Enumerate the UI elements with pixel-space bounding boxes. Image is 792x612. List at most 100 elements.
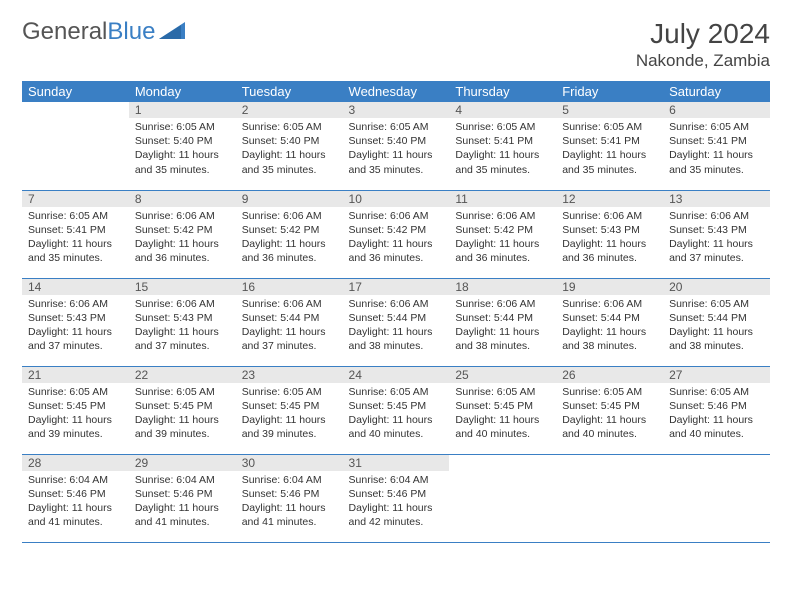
day-number: 5 <box>556 102 663 118</box>
day-content: Sunrise: 6:05 AMSunset: 5:45 PMDaylight:… <box>236 383 343 446</box>
sunset-text: Sunset: 5:44 PM <box>455 311 550 325</box>
daylight-text: Daylight: 11 hours and 35 minutes. <box>669 148 764 176</box>
calendar-body: .1Sunrise: 6:05 AMSunset: 5:40 PMDayligh… <box>22 102 770 542</box>
day-content: Sunrise: 6:05 AMSunset: 5:41 PMDaylight:… <box>449 118 556 181</box>
day-content: Sunrise: 6:04 AMSunset: 5:46 PMDaylight:… <box>22 471 129 534</box>
sunset-text: Sunset: 5:44 PM <box>562 311 657 325</box>
calendar-day-cell: 3Sunrise: 6:05 AMSunset: 5:40 PMDaylight… <box>343 102 450 190</box>
sunrise-text: Sunrise: 6:05 AM <box>135 120 230 134</box>
sunrise-text: Sunrise: 6:05 AM <box>669 120 764 134</box>
calendar-day-cell: 28Sunrise: 6:04 AMSunset: 5:46 PMDayligh… <box>22 454 129 542</box>
day-content: Sunrise: 6:06 AMSunset: 5:44 PMDaylight:… <box>236 295 343 358</box>
calendar-day-cell: 26Sunrise: 6:05 AMSunset: 5:45 PMDayligh… <box>556 366 663 454</box>
sunrise-text: Sunrise: 6:05 AM <box>455 385 550 399</box>
day-content: Sunrise: 6:04 AMSunset: 5:46 PMDaylight:… <box>236 471 343 534</box>
sunrise-text: Sunrise: 6:05 AM <box>562 385 657 399</box>
weekday-header: Saturday <box>663 81 770 102</box>
calendar-table: Sunday Monday Tuesday Wednesday Thursday… <box>22 81 770 543</box>
daylight-text: Daylight: 11 hours and 39 minutes. <box>242 413 337 441</box>
day-content: Sunrise: 6:04 AMSunset: 5:46 PMDaylight:… <box>129 471 236 534</box>
month-title: July 2024 <box>636 18 770 50</box>
logo-text-2: Blue <box>107 18 155 46</box>
sunset-text: Sunset: 5:42 PM <box>349 223 444 237</box>
calendar-day-cell: 23Sunrise: 6:05 AMSunset: 5:45 PMDayligh… <box>236 366 343 454</box>
sunset-text: Sunset: 5:42 PM <box>135 223 230 237</box>
calendar-day-cell: 18Sunrise: 6:06 AMSunset: 5:44 PMDayligh… <box>449 278 556 366</box>
day-content: Sunrise: 6:05 AMSunset: 5:41 PMDaylight:… <box>663 118 770 181</box>
sunrise-text: Sunrise: 6:05 AM <box>455 120 550 134</box>
calendar-day-cell: . <box>663 454 770 542</box>
day-content: Sunrise: 6:06 AMSunset: 5:42 PMDaylight:… <box>236 207 343 270</box>
sunrise-text: Sunrise: 6:06 AM <box>135 209 230 223</box>
day-content: Sunrise: 6:06 AMSunset: 5:43 PMDaylight:… <box>22 295 129 358</box>
day-content: Sunrise: 6:06 AMSunset: 5:44 PMDaylight:… <box>343 295 450 358</box>
daylight-text: Daylight: 11 hours and 38 minutes. <box>455 325 550 353</box>
daylight-text: Daylight: 11 hours and 42 minutes. <box>349 501 444 529</box>
logo-text-1: General <box>22 18 107 46</box>
sunset-text: Sunset: 5:46 PM <box>135 487 230 501</box>
calendar-day-cell: . <box>449 454 556 542</box>
sunrise-text: Sunrise: 6:04 AM <box>242 473 337 487</box>
calendar-day-cell: 22Sunrise: 6:05 AMSunset: 5:45 PMDayligh… <box>129 366 236 454</box>
calendar-day-cell: 15Sunrise: 6:06 AMSunset: 5:43 PMDayligh… <box>129 278 236 366</box>
daylight-text: Daylight: 11 hours and 38 minutes. <box>349 325 444 353</box>
daylight-text: Daylight: 11 hours and 38 minutes. <box>669 325 764 353</box>
day-content: Sunrise: 6:05 AMSunset: 5:41 PMDaylight:… <box>556 118 663 181</box>
sunset-text: Sunset: 5:43 PM <box>669 223 764 237</box>
daylight-text: Daylight: 11 hours and 35 minutes. <box>135 148 230 176</box>
daylight-text: Daylight: 11 hours and 35 minutes. <box>28 237 123 265</box>
sunrise-text: Sunrise: 6:06 AM <box>349 209 444 223</box>
sunset-text: Sunset: 5:40 PM <box>349 134 444 148</box>
day-content: Sunrise: 6:06 AMSunset: 5:43 PMDaylight:… <box>129 295 236 358</box>
daylight-text: Daylight: 11 hours and 39 minutes. <box>28 413 123 441</box>
day-number: 18 <box>449 279 556 295</box>
sunset-text: Sunset: 5:42 PM <box>242 223 337 237</box>
day-content: Sunrise: 6:05 AMSunset: 5:45 PMDaylight:… <box>22 383 129 446</box>
calendar-day-cell: 13Sunrise: 6:06 AMSunset: 5:43 PMDayligh… <box>663 190 770 278</box>
calendar-day-cell: 4Sunrise: 6:05 AMSunset: 5:41 PMDaylight… <box>449 102 556 190</box>
day-number: 24 <box>343 367 450 383</box>
sunrise-text: Sunrise: 6:06 AM <box>562 297 657 311</box>
daylight-text: Daylight: 11 hours and 40 minutes. <box>349 413 444 441</box>
calendar-day-cell: 24Sunrise: 6:05 AMSunset: 5:45 PMDayligh… <box>343 366 450 454</box>
day-content: Sunrise: 6:05 AMSunset: 5:45 PMDaylight:… <box>343 383 450 446</box>
daylight-text: Daylight: 11 hours and 35 minutes. <box>455 148 550 176</box>
weekday-header: Sunday <box>22 81 129 102</box>
day-number: 28 <box>22 455 129 471</box>
day-number: 2 <box>236 102 343 118</box>
sunrise-text: Sunrise: 6:04 AM <box>135 473 230 487</box>
sunrise-text: Sunrise: 6:06 AM <box>455 209 550 223</box>
sunset-text: Sunset: 5:43 PM <box>562 223 657 237</box>
sunset-text: Sunset: 5:43 PM <box>135 311 230 325</box>
daylight-text: Daylight: 11 hours and 40 minutes. <box>669 413 764 441</box>
daylight-text: Daylight: 11 hours and 39 minutes. <box>135 413 230 441</box>
calendar-week-row: 28Sunrise: 6:04 AMSunset: 5:46 PMDayligh… <box>22 454 770 542</box>
calendar-day-cell: 17Sunrise: 6:06 AMSunset: 5:44 PMDayligh… <box>343 278 450 366</box>
day-number: 23 <box>236 367 343 383</box>
calendar-day-cell: . <box>22 102 129 190</box>
day-number: 17 <box>343 279 450 295</box>
header: GeneralBlue July 2024 Nakonde, Zambia <box>22 18 770 71</box>
calendar-day-cell: 14Sunrise: 6:06 AMSunset: 5:43 PMDayligh… <box>22 278 129 366</box>
day-content: Sunrise: 6:05 AMSunset: 5:41 PMDaylight:… <box>22 207 129 270</box>
sunrise-text: Sunrise: 6:04 AM <box>349 473 444 487</box>
sunset-text: Sunset: 5:46 PM <box>669 399 764 413</box>
day-content: Sunrise: 6:06 AMSunset: 5:42 PMDaylight:… <box>449 207 556 270</box>
day-number: 13 <box>663 191 770 207</box>
day-content: Sunrise: 6:06 AMSunset: 5:42 PMDaylight:… <box>343 207 450 270</box>
sunset-text: Sunset: 5:45 PM <box>349 399 444 413</box>
daylight-text: Daylight: 11 hours and 41 minutes. <box>242 501 337 529</box>
calendar-week-row: .1Sunrise: 6:05 AMSunset: 5:40 PMDayligh… <box>22 102 770 190</box>
calendar-day-cell: 1Sunrise: 6:05 AMSunset: 5:40 PMDaylight… <box>129 102 236 190</box>
sunset-text: Sunset: 5:42 PM <box>455 223 550 237</box>
sunrise-text: Sunrise: 6:05 AM <box>28 209 123 223</box>
sunset-text: Sunset: 5:46 PM <box>242 487 337 501</box>
sunrise-text: Sunrise: 6:05 AM <box>669 297 764 311</box>
day-number: 6 <box>663 102 770 118</box>
calendar-day-cell: 6Sunrise: 6:05 AMSunset: 5:41 PMDaylight… <box>663 102 770 190</box>
weekday-header: Tuesday <box>236 81 343 102</box>
sunrise-text: Sunrise: 6:05 AM <box>349 120 444 134</box>
sunset-text: Sunset: 5:45 PM <box>455 399 550 413</box>
sunset-text: Sunset: 5:45 PM <box>135 399 230 413</box>
day-number: 30 <box>236 455 343 471</box>
